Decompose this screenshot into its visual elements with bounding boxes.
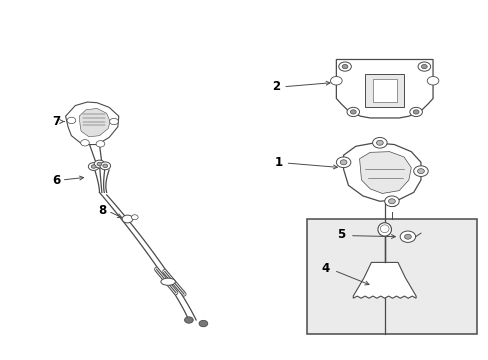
Polygon shape (352, 262, 415, 298)
Circle shape (412, 110, 418, 114)
Polygon shape (65, 102, 119, 145)
Circle shape (67, 117, 76, 123)
Circle shape (338, 62, 350, 71)
Circle shape (97, 162, 102, 166)
Circle shape (199, 320, 207, 327)
Circle shape (94, 160, 104, 168)
Circle shape (413, 166, 427, 176)
Circle shape (376, 140, 383, 145)
Bar (307, 219, 476, 334)
Ellipse shape (161, 278, 175, 285)
Ellipse shape (377, 223, 391, 236)
Polygon shape (343, 143, 420, 201)
Polygon shape (79, 108, 110, 137)
Text: 3: 3 (387, 197, 395, 210)
Circle shape (388, 199, 394, 204)
Circle shape (404, 234, 410, 239)
Circle shape (96, 141, 104, 147)
Circle shape (350, 110, 355, 114)
Ellipse shape (380, 225, 388, 233)
Text: 5: 5 (336, 229, 345, 242)
Circle shape (399, 231, 415, 242)
Circle shape (384, 196, 398, 207)
Text: 7: 7 (52, 115, 60, 128)
Bar (365, 74, 403, 107)
Circle shape (109, 118, 118, 125)
Circle shape (102, 164, 107, 168)
Circle shape (417, 62, 430, 71)
Polygon shape (336, 59, 432, 118)
Circle shape (342, 64, 347, 69)
Circle shape (100, 162, 110, 170)
Circle shape (131, 215, 138, 220)
Text: 1: 1 (274, 157, 282, 170)
Text: 2: 2 (271, 80, 280, 93)
Circle shape (346, 107, 359, 117)
Circle shape (421, 64, 427, 69)
Circle shape (340, 160, 346, 165)
Circle shape (372, 138, 386, 148)
Circle shape (409, 107, 422, 117)
Circle shape (88, 163, 99, 170)
Circle shape (427, 77, 438, 85)
Circle shape (330, 77, 342, 85)
Circle shape (417, 168, 424, 174)
Circle shape (91, 165, 96, 168)
Text: 8: 8 (98, 204, 106, 217)
Circle shape (122, 215, 133, 223)
Polygon shape (359, 152, 410, 193)
Circle shape (81, 140, 89, 146)
Circle shape (336, 157, 350, 168)
Bar (372, 79, 396, 102)
Circle shape (184, 317, 193, 323)
Text: 4: 4 (321, 262, 329, 275)
Text: 6: 6 (52, 174, 60, 186)
